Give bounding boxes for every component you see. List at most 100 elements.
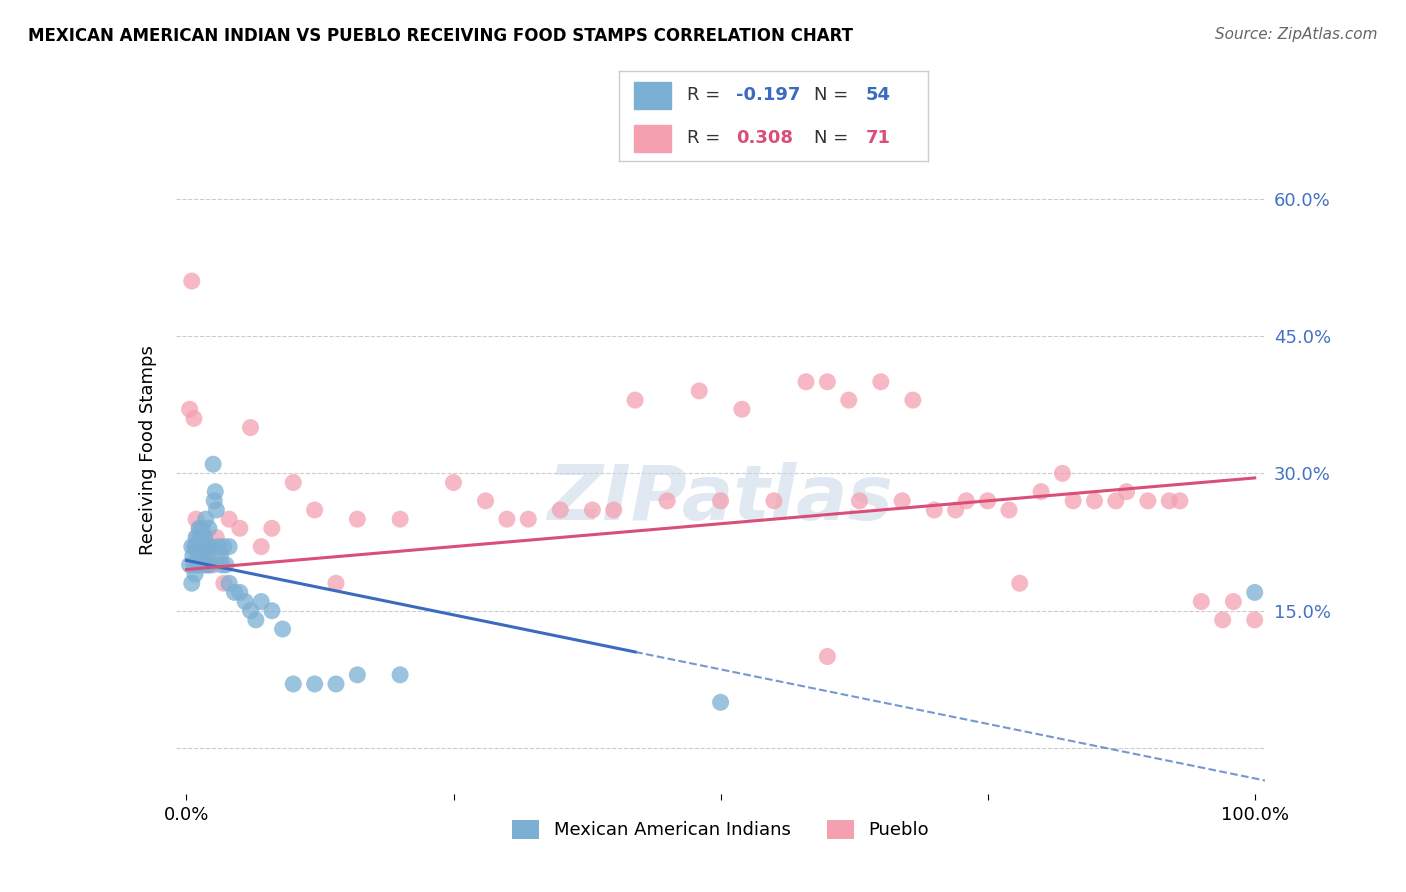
Text: 0.308: 0.308 [737, 129, 793, 147]
Point [191, 521, 214, 535]
Point [474, 493, 496, 508]
Point [239, 420, 262, 434]
Point [194, 531, 217, 545]
Point [603, 503, 626, 517]
Point [869, 375, 891, 389]
Point [239, 604, 262, 618]
Point [183, 411, 205, 425]
Point [224, 585, 246, 599]
Point [389, 668, 412, 682]
Point [190, 531, 212, 545]
Point [190, 540, 212, 554]
Point [815, 649, 838, 664]
Point [200, 540, 222, 554]
Point [188, 531, 211, 545]
Point [1212, 613, 1234, 627]
Text: 54: 54 [866, 87, 891, 104]
Point [848, 493, 870, 508]
Text: ZIPatlas: ZIPatlas [547, 461, 894, 535]
Point [197, 540, 219, 554]
Point [325, 677, 347, 691]
Point [197, 558, 219, 572]
Point [186, 531, 208, 545]
Point [945, 503, 967, 517]
Point [260, 604, 283, 618]
Point [180, 540, 202, 554]
Point [496, 512, 519, 526]
Point [202, 493, 225, 508]
Point [229, 585, 252, 599]
Point [1029, 484, 1052, 499]
Point [211, 558, 233, 572]
Point [550, 503, 572, 517]
Point [304, 503, 326, 517]
Point [218, 576, 240, 591]
Point [191, 549, 214, 563]
Point [283, 677, 305, 691]
Bar [634, 125, 671, 152]
Point [205, 531, 228, 545]
Point [187, 549, 209, 563]
Point [183, 558, 205, 572]
Point [188, 540, 211, 554]
Point [1136, 493, 1159, 508]
Point [179, 402, 201, 417]
Point [188, 521, 211, 535]
Point [207, 549, 229, 563]
Point [304, 677, 326, 691]
Point [188, 558, 211, 572]
Point [710, 695, 733, 709]
Point [1105, 493, 1128, 508]
Text: 71: 71 [866, 129, 891, 147]
Text: R =: R = [686, 129, 725, 147]
Point [271, 622, 294, 636]
Point [229, 521, 252, 535]
Bar [634, 82, 671, 109]
Point [1115, 484, 1137, 499]
Point [1168, 493, 1191, 508]
Point [1189, 594, 1212, 608]
Point [184, 512, 207, 526]
Point [212, 576, 235, 591]
Point [1222, 594, 1244, 608]
Point [710, 493, 733, 508]
Point [325, 576, 347, 591]
Point [184, 567, 207, 582]
Text: MEXICAN AMERICAN INDIAN VS PUEBLO RECEIVING FOOD STAMPS CORRELATION CHART: MEXICAN AMERICAN INDIAN VS PUEBLO RECEIV… [28, 27, 853, 45]
Point [955, 493, 977, 508]
Point [195, 549, 218, 563]
Point [688, 384, 710, 398]
Point [731, 402, 754, 417]
Point [215, 558, 238, 572]
Point [198, 558, 221, 572]
Point [1159, 493, 1181, 508]
Point [184, 540, 207, 554]
Point [218, 512, 240, 526]
Point [188, 540, 211, 554]
Point [212, 540, 235, 554]
Point [250, 540, 273, 554]
Text: R =: R = [686, 87, 725, 104]
Point [198, 521, 221, 535]
Point [193, 549, 215, 563]
Point [250, 594, 273, 608]
Point [624, 393, 647, 408]
Point [657, 493, 679, 508]
Point [581, 503, 603, 517]
Text: N =: N = [814, 129, 853, 147]
Point [233, 594, 256, 608]
Point [346, 668, 368, 682]
Point [194, 540, 217, 554]
Point [205, 503, 228, 517]
Point [976, 493, 998, 508]
Point [1083, 493, 1105, 508]
Point [260, 521, 283, 535]
Text: N =: N = [814, 87, 853, 104]
Point [517, 512, 540, 526]
Point [188, 521, 211, 535]
Point [838, 393, 860, 408]
Text: -0.197: -0.197 [737, 87, 800, 104]
Point [180, 576, 202, 591]
Point [218, 540, 240, 554]
Point [762, 493, 785, 508]
